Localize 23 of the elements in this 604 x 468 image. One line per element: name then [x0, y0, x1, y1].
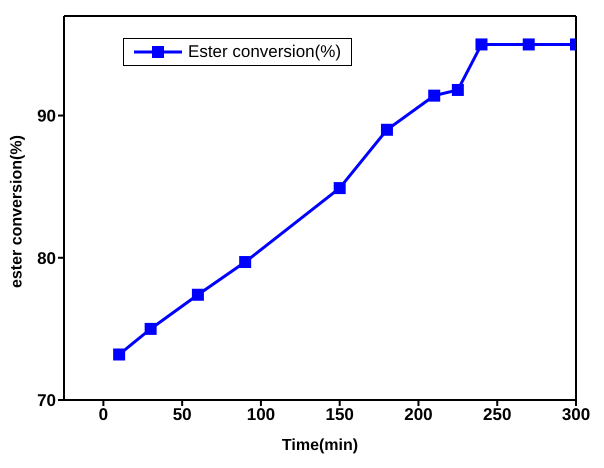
legend-label: Ester conversion(%) — [188, 42, 342, 62]
point — [522, 38, 535, 50]
point — [113, 348, 126, 360]
x-tick-label: 100 — [246, 405, 276, 424]
x-tick-label: 250 — [483, 405, 512, 424]
x-tick-label: 300 — [562, 405, 590, 424]
x-tick-label: 150 — [326, 405, 354, 424]
x-tick-label: 50 — [172, 405, 192, 424]
y-axis-title: ester conversion(%) — [8, 135, 26, 288]
y-tick-label: 90 — [37, 106, 56, 126]
point — [144, 322, 157, 335]
point — [452, 84, 464, 96]
point — [192, 288, 204, 301]
point — [428, 90, 440, 102]
point — [380, 124, 393, 136]
x-tick-label: 200 — [404, 405, 433, 424]
y-tick-label: 70 — [37, 391, 56, 410]
point — [334, 182, 346, 194]
point — [239, 256, 252, 268]
y-tick-label: 80 — [37, 248, 56, 268]
x-tick-label: 0 — [98, 405, 108, 424]
point — [475, 38, 488, 50]
x-axis-title: Time(min) — [282, 437, 358, 454]
